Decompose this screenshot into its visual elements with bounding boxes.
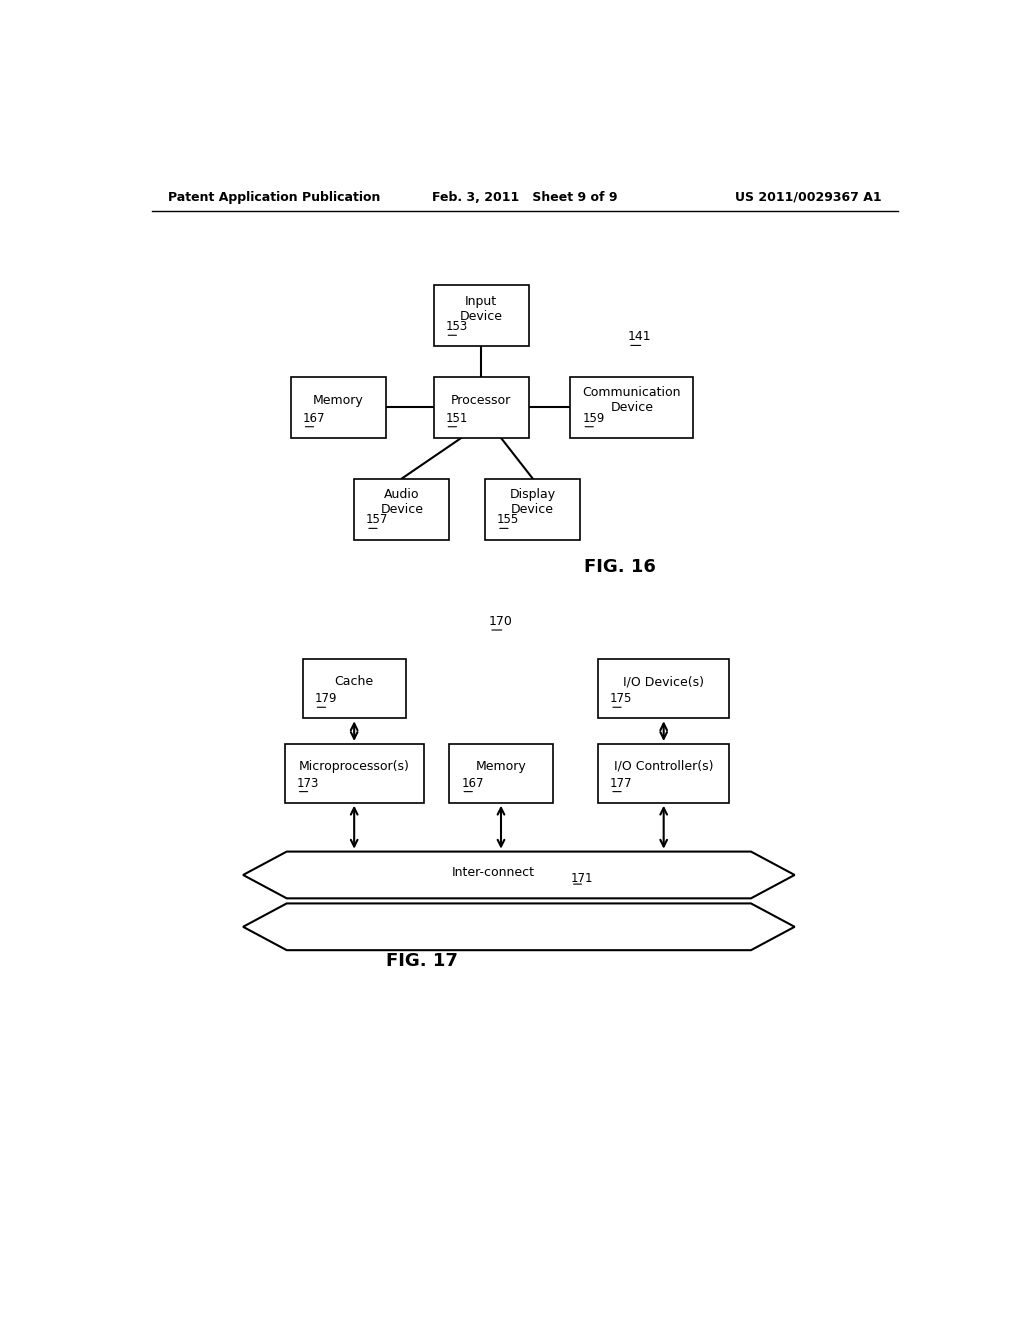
Text: Memory: Memory	[313, 393, 364, 407]
Text: 177: 177	[610, 776, 633, 789]
Text: FIG. 16: FIG. 16	[584, 558, 656, 576]
Bar	[285, 744, 424, 803]
Text: Cache: Cache	[335, 676, 374, 688]
Text: Communication
Device: Communication Device	[583, 387, 681, 414]
Bar	[354, 479, 450, 540]
Text: 170: 170	[489, 615, 513, 628]
Text: 167: 167	[461, 776, 483, 789]
Text: Feb. 3, 2011   Sheet 9 of 9: Feb. 3, 2011 Sheet 9 of 9	[432, 190, 617, 203]
Text: 157: 157	[367, 513, 388, 527]
Text: US 2011/0029367 A1: US 2011/0029367 A1	[735, 190, 882, 203]
Text: 153: 153	[445, 321, 468, 333]
Text: I/O Controller(s): I/O Controller(s)	[614, 760, 714, 772]
Bar	[598, 744, 729, 803]
Text: 179: 179	[314, 692, 337, 705]
Bar	[598, 660, 729, 718]
Text: 173: 173	[297, 776, 319, 789]
Bar	[433, 378, 528, 438]
Text: Microprocessor(s): Microprocessor(s)	[299, 760, 410, 772]
Text: Input
Device: Input Device	[460, 294, 503, 323]
Text: 155: 155	[497, 513, 519, 527]
Polygon shape	[243, 851, 795, 899]
Bar	[291, 378, 386, 438]
Text: Patent Application Publication: Patent Application Publication	[168, 190, 380, 203]
Text: Processor: Processor	[451, 393, 511, 407]
Bar	[433, 285, 528, 346]
Text: 167: 167	[303, 412, 325, 425]
Text: 141: 141	[628, 330, 651, 343]
Text: Audio
Device: Audio Device	[380, 488, 423, 516]
Text: Memory: Memory	[475, 760, 526, 772]
Bar	[303, 660, 406, 718]
Text: 175: 175	[610, 692, 633, 705]
Text: FIG. 17: FIG. 17	[386, 952, 458, 970]
Text: 171: 171	[570, 871, 593, 884]
Text: I/O Device(s): I/O Device(s)	[624, 676, 705, 688]
Bar	[485, 479, 581, 540]
Text: 151: 151	[445, 412, 468, 425]
Text: 159: 159	[583, 412, 605, 425]
Text: Inter-connect: Inter-connect	[452, 866, 535, 879]
Polygon shape	[243, 903, 795, 950]
Bar	[450, 744, 553, 803]
Text: Display
Device: Display Device	[510, 488, 556, 516]
Bar	[570, 378, 693, 438]
